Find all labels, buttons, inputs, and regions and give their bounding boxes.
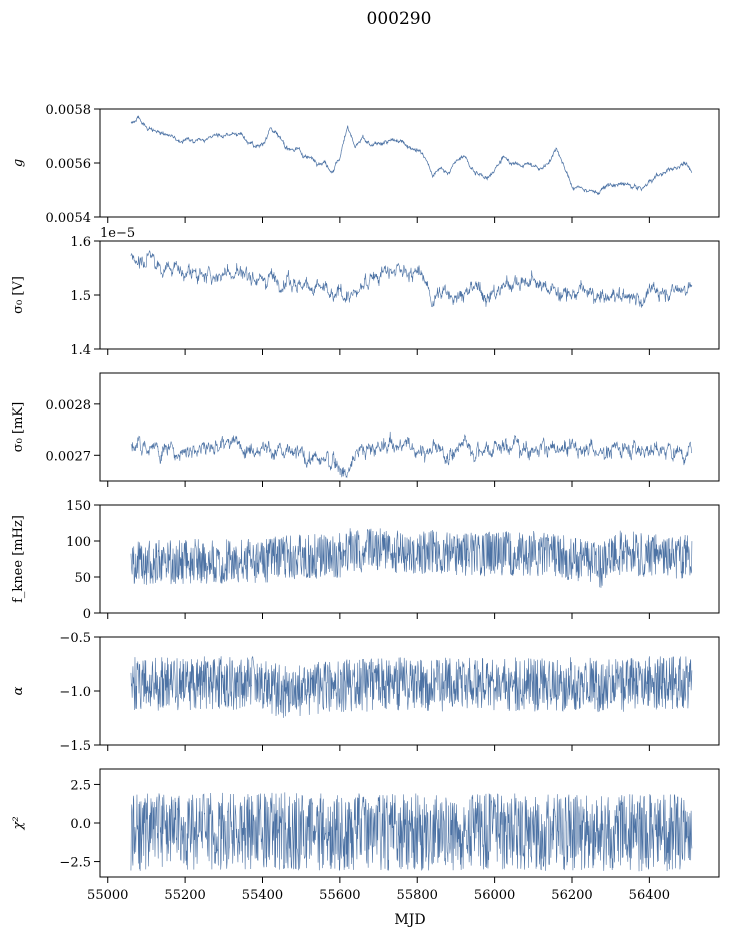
ytick-label-g-1: 0.0056 <box>46 157 92 172</box>
series-line-fknee-0 <box>130 528 693 588</box>
series-line-chi2-0 <box>130 792 693 872</box>
axes-frame-sigma0_V <box>99 240 720 350</box>
ytick-label-fknee-2: 100 <box>66 535 91 550</box>
ytick-label-fknee-1: 50 <box>74 571 91 586</box>
ylabel-fknee: f_knee [mHz] <box>11 515 26 603</box>
xtick-label-3: 55600 <box>319 888 360 903</box>
ytick-label-sigma0_V-0: 1.4 <box>70 343 91 358</box>
ylabel-sigma0_V: σ₀ [V] <box>11 276 26 314</box>
ylabel-chi2: χ² <box>11 816 26 830</box>
x-axis-label: MJD <box>394 912 425 928</box>
panel-sigma0_V: 1.4 1.5 1.6 σ₀ [V] 1e−5 <box>11 226 720 358</box>
ytick-label-alpha-2: −0.5 <box>59 631 91 646</box>
figure-title: 000290 <box>367 9 432 29</box>
panel-sigma0_mK: 0.0027 0.0028 σ₀ [mK] <box>11 372 720 487</box>
ylabel-g: g <box>11 159 26 167</box>
ylabel-sigma0_mK: σ₀ [mK] <box>11 402 26 452</box>
ytick-label-chi2-0: −2.5 <box>59 856 91 871</box>
panel-chi2: −2.5 0.0 2.5 55000 55200 55400 55600 55800 56000… <box>11 768 720 903</box>
ytick-label-sigma0_mK-1: 0.0028 <box>46 398 92 413</box>
panel-fknee: 0 50 100 150 f_knee [mHz] <box>11 499 720 622</box>
ytick-label-sigma0_mK-0: 0.0027 <box>46 449 92 464</box>
panel-alpha: −1.5 −1.0 −0.5 α <box>11 631 720 754</box>
xtick-label-4: 55800 <box>397 888 438 903</box>
xtick-label-7: 56400 <box>629 888 670 903</box>
ytick-label-sigma0_V-1: 1.5 <box>70 289 91 304</box>
xtick-label-2: 55400 <box>242 888 283 903</box>
panel-g: 0.0054 0.0056 0.0058 g <box>11 103 720 226</box>
series-line-g-0 <box>130 115 693 196</box>
xtick-label-1: 55200 <box>164 888 205 903</box>
ytick-label-alpha-0: −1.5 <box>59 739 91 754</box>
ytick-label-sigma0_V-2: 1.6 <box>70 235 91 250</box>
ytick-label-g-2: 0.0058 <box>46 103 92 118</box>
axes-frame-sigma0_mK <box>99 372 720 482</box>
ytick-label-chi2-1: 0.0 <box>70 817 91 832</box>
ytick-label-chi2-2: 2.5 <box>70 778 91 793</box>
ylabel-alpha: α <box>11 686 26 695</box>
xtick-label-0: 55000 <box>87 888 128 903</box>
offset-text-sigma0_V: 1e−5 <box>100 226 135 241</box>
ytick-label-g-0: 0.0054 <box>46 211 92 226</box>
xtick-label-5: 56000 <box>474 888 515 903</box>
series-line-alpha-0 <box>130 655 693 718</box>
ytick-label-fknee-0: 0 <box>83 607 91 622</box>
axes-frame-g <box>99 108 720 218</box>
ytick-label-alpha-1: −1.0 <box>59 685 91 700</box>
ytick-label-fknee-3: 150 <box>66 499 91 514</box>
series-line-sigma0_mK-0 <box>130 431 693 479</box>
axes-frame-fknee <box>99 504 720 614</box>
xtick-label-6: 56200 <box>551 888 592 903</box>
series-line-sigma0_V-0 <box>130 250 693 308</box>
